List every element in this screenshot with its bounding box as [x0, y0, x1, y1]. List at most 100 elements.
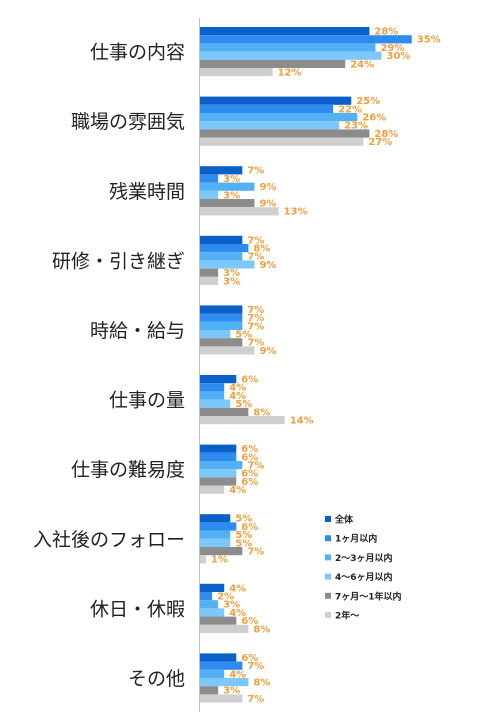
bar	[200, 330, 231, 339]
data-label: 25%	[356, 96, 380, 107]
bar	[200, 592, 213, 601]
bar	[200, 96, 352, 105]
bar	[200, 661, 243, 670]
data-label: 6%	[241, 477, 258, 488]
bar	[200, 522, 237, 531]
data-label: 5%	[235, 530, 252, 541]
data-label: 7%	[247, 166, 264, 177]
legend-swatch	[325, 612, 331, 618]
bar	[200, 686, 219, 695]
bar	[200, 416, 285, 425]
data-label: 3%	[223, 686, 240, 697]
bar	[200, 669, 225, 678]
bar	[200, 305, 243, 314]
data-label: 4%	[229, 485, 246, 496]
data-label: 13%	[284, 207, 308, 218]
bar	[200, 608, 225, 617]
legend: 全体 1ヶ月以内 2～3ヶ月以内 4～6ヶ月以内 7ヶ月～1年以内 2年～	[325, 514, 402, 622]
bar	[200, 616, 237, 625]
data-label: 35%	[417, 35, 441, 46]
data-label: 9%	[259, 182, 276, 193]
legend-swatch	[325, 535, 331, 542]
data-label: 7%	[247, 694, 264, 705]
bar	[200, 547, 243, 556]
bar	[200, 174, 219, 183]
legend-label: 全体	[334, 514, 354, 526]
bar	[200, 268, 219, 277]
bar	[200, 27, 370, 36]
data-label: 27%	[368, 137, 392, 148]
bar	[200, 35, 412, 44]
bar	[200, 207, 279, 216]
bar	[200, 182, 255, 191]
data-label: 3%	[223, 190, 240, 201]
data-label: 4%	[229, 608, 246, 619]
legend-swatch	[325, 592, 331, 599]
data-label: 30%	[387, 51, 411, 62]
bar	[200, 346, 255, 355]
bar	[200, 383, 225, 392]
data-label: 29%	[380, 43, 404, 54]
data-label: 23%	[344, 121, 368, 132]
data-label: 6%	[241, 522, 258, 533]
bar	[200, 452, 237, 461]
legend-label: 2年～	[335, 610, 359, 622]
category-labels: 仕事の内容職場の雰囲気残業時間研修・引き継ぎ時給・給与仕事の量仕事の難易度入社後…	[33, 42, 185, 690]
data-label: 9%	[259, 199, 276, 210]
bar	[200, 121, 340, 130]
data-label: 8%	[253, 624, 270, 635]
data-label: 14%	[290, 416, 314, 427]
bar	[200, 583, 225, 592]
bar	[200, 199, 255, 208]
bar	[200, 113, 358, 122]
bar	[200, 538, 231, 547]
category-label: 研修・引き継ぎ	[52, 250, 185, 272]
data-label: 3%	[223, 276, 240, 287]
data-label: 3%	[223, 174, 240, 185]
data-label: 7%	[247, 547, 264, 558]
bar	[200, 190, 219, 199]
category-label: 職場の雰囲気	[71, 111, 185, 133]
data-label: 7%	[247, 252, 264, 263]
bar	[200, 477, 237, 486]
data-label: 7%	[247, 305, 264, 316]
legend-swatch	[325, 573, 331, 580]
bar	[200, 129, 370, 138]
bar	[200, 530, 231, 539]
data-label: 7%	[247, 338, 264, 349]
data-label: 8%	[253, 678, 270, 689]
bar	[200, 399, 231, 408]
bar	[200, 375, 237, 384]
data-label: 6%	[241, 469, 258, 480]
data-label: 3%	[223, 600, 240, 611]
data-label: 7%	[247, 235, 264, 246]
data-label: 4%	[229, 383, 246, 394]
bar	[200, 444, 237, 453]
bar	[200, 461, 243, 470]
data-label: 6%	[241, 375, 258, 386]
data-label: 24%	[350, 59, 374, 70]
bar	[200, 137, 364, 146]
bar	[200, 407, 249, 416]
bar	[200, 321, 243, 330]
bar	[200, 260, 255, 269]
bar	[200, 51, 382, 60]
legend-label: 2～3ヶ月以内	[335, 552, 393, 564]
bar	[200, 43, 376, 52]
bar	[200, 555, 207, 564]
data-label: 8%	[253, 244, 270, 255]
bar	[200, 252, 243, 261]
data-label: 4%	[229, 391, 246, 402]
data-label: 7%	[247, 313, 264, 324]
data-label: 28%	[374, 129, 398, 140]
bar	[200, 485, 225, 494]
category-label: 仕事の難易度	[71, 459, 185, 481]
data-label: 6%	[241, 616, 258, 627]
bar	[200, 276, 219, 285]
bar	[200, 68, 273, 77]
data-label: 8%	[253, 407, 270, 418]
data-label: 5%	[235, 399, 252, 410]
data-label: 5%	[235, 538, 252, 549]
data-label: 2%	[217, 592, 234, 603]
